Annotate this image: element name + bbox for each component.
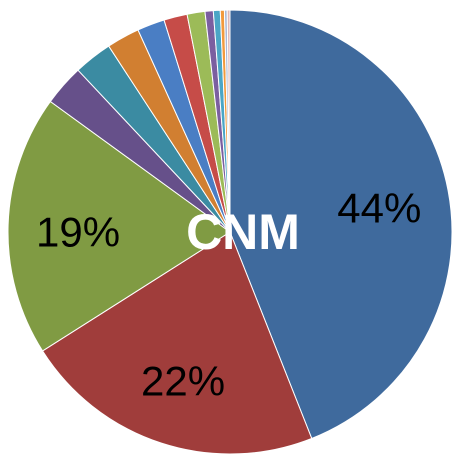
pie-slice [229,9,453,440]
pie-slice [41,231,313,454]
data-label: 19% [36,208,120,255]
data-label: 44% [337,185,421,232]
pie-slice [7,100,231,352]
chart-title: CNM [186,204,300,260]
pie-slice [226,9,231,233]
data-label: 22% [141,358,225,405]
pie [7,9,453,454]
